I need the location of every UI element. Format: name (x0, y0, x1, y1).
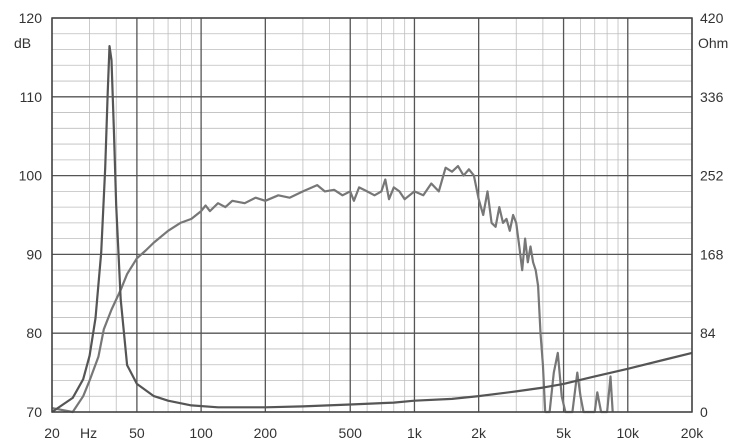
right-tick-label: 252 (700, 168, 724, 184)
right-tick-label: 84 (700, 325, 716, 341)
x-tick-label: 20 (44, 425, 60, 441)
right-axis-ticks: 0 84 168 252 336 420 (700, 10, 724, 420)
right-tick-label: 168 (700, 246, 724, 262)
impedance-curve (51, 45, 693, 413)
left-tick-label: 80 (26, 325, 42, 341)
x-tick-label: 10k (616, 425, 640, 441)
x-tick-label: 2k (471, 425, 487, 441)
left-tick-label: 120 (19, 10, 43, 26)
x-axis-unit: Hz (80, 425, 97, 441)
left-axis-unit: dB (14, 35, 31, 51)
left-tick-label: 110 (20, 89, 43, 105)
left-axis-ticks: 70 80 90 100 110 120 (19, 10, 43, 420)
x-tick-label: 200 (254, 425, 278, 441)
x-tick-label: 50 (129, 425, 145, 441)
plot-frame (51, 17, 693, 413)
left-tick-label: 90 (26, 246, 42, 262)
x-axis-ticks: 20 50 100 200 500 1k 2k 5k 10k 20k (44, 425, 704, 441)
x-tick-label: 500 (339, 425, 363, 441)
right-tick-label: 336 (700, 89, 724, 105)
left-tick-label: 100 (19, 168, 43, 184)
x-tick-label: 1k (407, 425, 423, 441)
left-tick-label: 70 (26, 404, 42, 420)
right-axis-unit: Ohm (698, 35, 728, 51)
right-tick-label: 420 (700, 10, 724, 26)
x-tick-label: 5k (556, 425, 572, 441)
right-tick-label: 0 (700, 404, 708, 420)
x-tick-label: 20k (681, 425, 705, 441)
x-tick-label: 100 (189, 425, 213, 441)
